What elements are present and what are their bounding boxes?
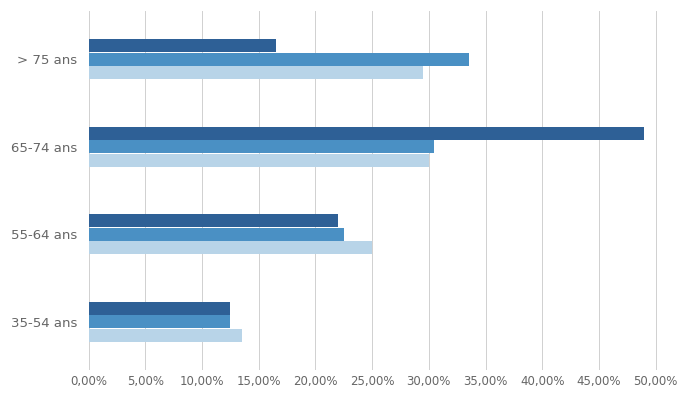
- Bar: [88, 140, 435, 153]
- Bar: [88, 39, 276, 52]
- Bar: [88, 302, 230, 315]
- Bar: [88, 315, 230, 328]
- Bar: [88, 228, 343, 241]
- Bar: [88, 66, 423, 79]
- Bar: [88, 214, 338, 227]
- Bar: [88, 126, 644, 140]
- Bar: [88, 329, 242, 342]
- Bar: [88, 154, 429, 167]
- Bar: [88, 53, 468, 66]
- Bar: [88, 241, 372, 255]
